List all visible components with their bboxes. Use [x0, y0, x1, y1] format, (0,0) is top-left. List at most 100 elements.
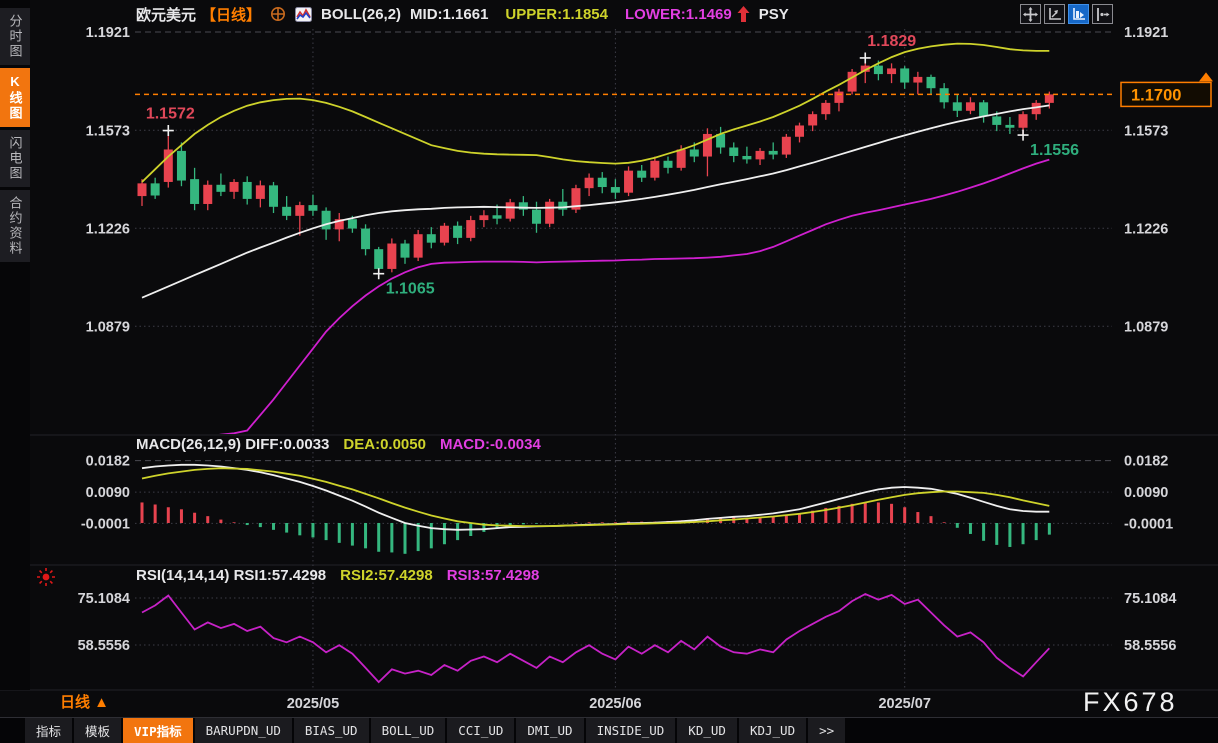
boll-upper-value: UPPER:1.1854 — [505, 5, 608, 23]
candle-body — [755, 150, 765, 160]
candle-body — [597, 177, 607, 188]
macd-diff-value: DIFF:0.0033 — [245, 436, 330, 453]
candle-body — [505, 202, 515, 219]
x-axis-month-label: 2025/05 — [287, 696, 339, 712]
indicator-tab[interactable]: INSIDE_UD — [585, 718, 676, 743]
psy-label[interactable]: PSY — [758, 5, 789, 23]
rsi-line — [141, 593, 1050, 684]
axis-label: 1.1573 — [86, 123, 130, 139]
candle-body — [637, 170, 647, 178]
macd-series — [140, 463, 1051, 554]
axis-label: 0.0090 — [86, 485, 130, 501]
candlestick-series — [137, 57, 1054, 274]
candle-body — [545, 201, 555, 224]
candle-body — [453, 225, 463, 238]
indicator-tab[interactable]: CCI_UD — [447, 718, 515, 743]
candle-body — [1018, 114, 1028, 128]
candle-body — [400, 243, 410, 258]
sidebar-item-contract-info[interactable]: 合约资料 — [0, 190, 30, 262]
candle-body — [282, 206, 292, 216]
axis-label: 1.0879 — [1124, 319, 1168, 335]
axis-scale-icon[interactable] — [1068, 4, 1089, 24]
indicator-tab[interactable]: KDJ_UD — [738, 718, 807, 743]
alarm-icon[interactable] — [36, 567, 56, 592]
boll-mid-line — [141, 104, 1050, 299]
left-sidebar: 分时图 K线图 闪电图 合约资料 — [0, 0, 30, 690]
candle-body — [860, 65, 870, 72]
indicator-tab[interactable]: >> — [808, 718, 846, 743]
sidebar-item-timeshare[interactable]: 分时图 — [0, 8, 30, 65]
indicator-tabbar: 指标 模板 VIP指标 BARUPDN_UD BIAS_UD BOLL_UD CCI_UD D… — [0, 717, 1218, 743]
sidebar-item-kline[interactable]: K线图 — [0, 68, 30, 127]
candle-body — [926, 76, 936, 89]
candle-body — [242, 181, 252, 199]
candle-body — [584, 177, 594, 189]
svg-text:1.1829: 1.1829 — [867, 33, 916, 50]
candle-body — [176, 150, 186, 181]
boll-lower-value: LOWER:1.1469 — [624, 5, 732, 23]
axis-zoom-icon[interactable] — [1044, 4, 1065, 24]
candle-body — [190, 179, 200, 204]
candle-body — [492, 215, 502, 219]
price-annotation: 1.1572 — [146, 106, 195, 137]
candle-body — [913, 76, 923, 83]
svg-text:1.1556: 1.1556 — [1030, 142, 1079, 159]
target-icon[interactable] — [270, 6, 286, 22]
candle-body — [847, 71, 857, 92]
indicator-chart-icon[interactable] — [295, 6, 313, 22]
indicator-tab[interactable]: BARUPDN_UD — [194, 718, 292, 743]
candle-body — [229, 181, 239, 192]
macd-dea-line — [141, 467, 1050, 527]
candle-body — [387, 243, 397, 269]
indicator-tab[interactable]: BOLL_UD — [370, 718, 446, 743]
candle-body — [308, 205, 318, 211]
indicator-tab[interactable]: KD_UD — [677, 718, 737, 743]
axis-label: 75.1084 — [78, 591, 130, 607]
period-selector[interactable]: 日线 ▲ — [60, 694, 110, 711]
sidebar-item-flash[interactable]: 闪电图 — [0, 130, 30, 187]
candle-body — [702, 133, 712, 157]
candle-body — [663, 160, 673, 168]
indicator-tab[interactable]: BIAS_UD — [293, 718, 369, 743]
candle-body — [1044, 94, 1054, 103]
rsi3-value: RSI3:57.4298 — [446, 567, 540, 584]
candle-body — [821, 102, 831, 115]
candle-body — [466, 220, 476, 238]
candle-body — [795, 125, 804, 137]
candle-body — [321, 210, 331, 230]
indicator-tab[interactable]: 指标 — [25, 718, 73, 743]
candle-body — [163, 149, 173, 182]
pan-right-icon[interactable] — [1092, 4, 1113, 24]
axis-label: 58.5556 — [1124, 638, 1176, 654]
axis-label: 0.0182 — [86, 454, 130, 470]
macd-title: MACD(26,12,9) — [136, 436, 242, 453]
axis-label: 1.1226 — [86, 221, 130, 237]
candle-body — [361, 228, 371, 250]
indicator-tab[interactable]: DMI_UD — [516, 718, 584, 743]
current-price-badge: 1.1700 — [1120, 72, 1213, 108]
indicator-tab[interactable]: VIP指标 — [123, 718, 193, 743]
period-tag[interactable]: 【日线】 — [201, 6, 262, 24]
indicator-tab[interactable]: 模板 — [74, 718, 122, 743]
candle-body — [269, 185, 278, 207]
up-arrow-icon — [737, 5, 750, 23]
candle-body — [413, 234, 423, 258]
svg-text:1.1572: 1.1572 — [146, 106, 195, 123]
axis-label: 1.1573 — [1124, 123, 1168, 139]
bollinger-bands — [141, 42, 1050, 434]
candle-body — [255, 185, 265, 199]
candle-body — [900, 68, 910, 83]
axis-label: 1.1921 — [1124, 25, 1168, 41]
boll-upper-line — [141, 42, 1050, 183]
candle-body — [150, 183, 160, 196]
candle-body — [137, 183, 147, 197]
boll-lower-line — [218, 158, 1050, 434]
price-annotation: 1.1556 — [1017, 129, 1079, 159]
candle-body — [1005, 124, 1015, 128]
svg-text:1.1065: 1.1065 — [386, 281, 435, 298]
boll-mid-value: MID:1.1661 — [410, 5, 489, 23]
move-icon[interactable] — [1020, 4, 1041, 24]
chart-header: 欧元美元 【日线】 BOLL(26,2) MID:1.1661 UPPER:1.… — [30, 0, 1218, 28]
boll-label: BOLL(26,2) — [321, 5, 402, 23]
